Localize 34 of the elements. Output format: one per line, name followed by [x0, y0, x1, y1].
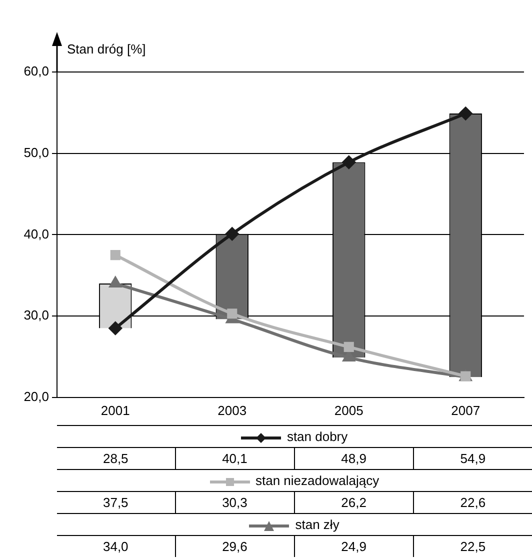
legend-label: stan niezadowalający — [56, 470, 532, 492]
data-label: 54,9 — [413, 448, 532, 470]
legend-label: stan dobry — [56, 426, 532, 448]
point — [459, 106, 472, 120]
data-label: 40,1 — [175, 448, 294, 470]
x-tick-label: 2001 — [100, 402, 130, 418]
data-label: 29,6 — [175, 536, 294, 557]
point — [227, 308, 238, 319]
y-tick-label: 30,0 — [24, 308, 49, 323]
data-label: 37,5 — [56, 492, 176, 514]
data-label: 48,9 — [294, 448, 414, 470]
legend-label: stan zły — [56, 514, 532, 536]
data-label: 26,2 — [294, 492, 414, 514]
data-label: 28,5 — [56, 448, 176, 470]
data-label: 22,5 — [413, 536, 532, 557]
point — [110, 250, 120, 260]
point — [344, 342, 354, 352]
point — [108, 322, 122, 335]
y-tick-label: 60,0 — [24, 64, 49, 79]
y-tick-label: 50,0 — [24, 144, 49, 160]
y-tick-label: 40,0 — [24, 226, 49, 242]
x-tick-label: 2007 — [451, 402, 480, 418]
data-label: 34,0 — [56, 536, 176, 557]
point — [110, 277, 122, 288]
x-tick-label: 2005 — [334, 402, 364, 418]
point — [342, 156, 356, 169]
data-label: 30,3 — [175, 492, 294, 514]
x-tick-label: 2003 — [218, 402, 247, 418]
point — [343, 351, 355, 362]
point — [226, 227, 239, 240]
data-label: 22,6 — [413, 492, 532, 514]
y-tick-label: 20,0 — [24, 388, 49, 404]
data-label: 24,9 — [294, 536, 414, 557]
y-axis-title: Stan dróg [%] — [67, 42, 146, 57]
